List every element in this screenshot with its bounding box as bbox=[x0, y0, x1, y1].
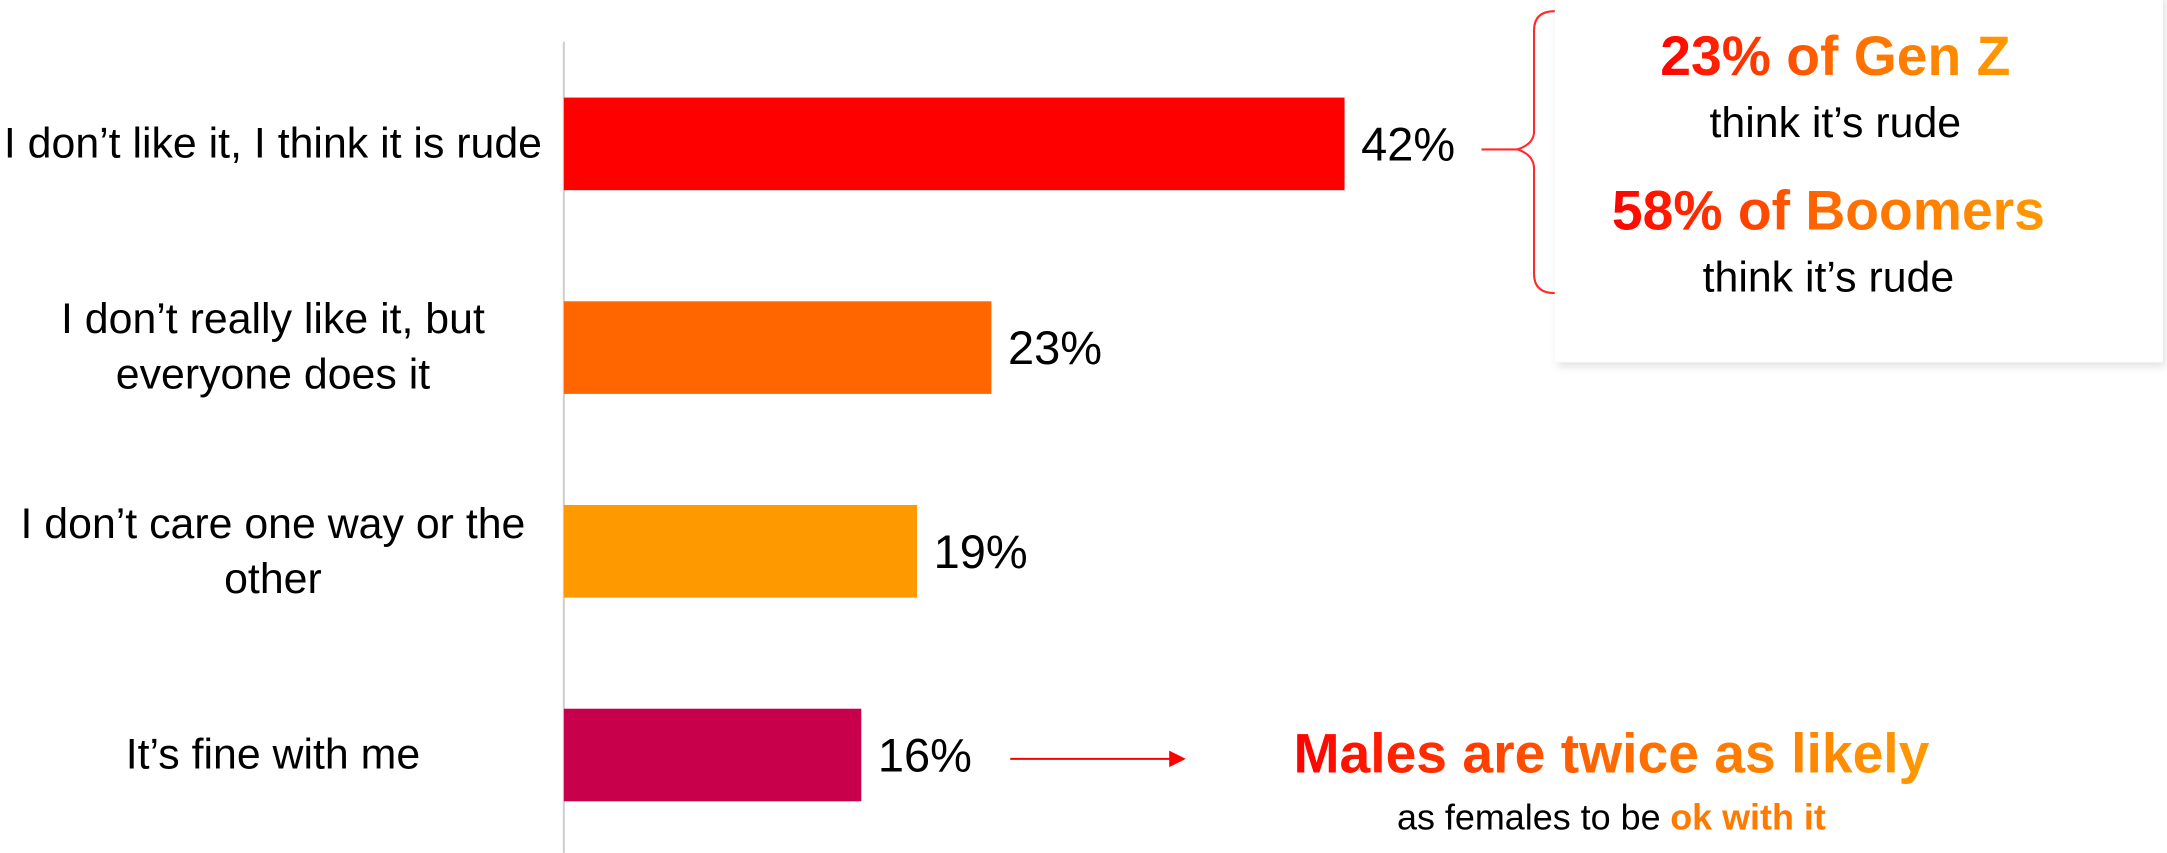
category-label: I don’t really like it, but everyone doe… bbox=[61, 295, 485, 399]
note-text: as females to be ok with it bbox=[1397, 796, 1826, 837]
category-label-box: I don’t like it, I think it is rude bbox=[3, 119, 543, 168]
callout-box bbox=[1554, 0, 2163, 363]
callout-text: think it’s rude bbox=[1703, 254, 1955, 302]
value-label: 16% bbox=[878, 729, 972, 782]
bar bbox=[563, 97, 1345, 191]
category-label: I don’t care one way or the other bbox=[20, 498, 526, 603]
note-highlight: ok with it bbox=[1670, 796, 1826, 837]
brace bbox=[1481, 10, 1555, 295]
callout-text: think it’s rude bbox=[1710, 99, 1962, 147]
value-label: 23% bbox=[1008, 321, 1102, 374]
category-label-box: It’s fine with me bbox=[125, 730, 421, 779]
bar bbox=[563, 301, 992, 394]
bar bbox=[563, 708, 862, 802]
note-text-part: as females to be bbox=[1397, 796, 1661, 837]
bar bbox=[563, 504, 918, 598]
category-label: I don’t like it, I think it is rude bbox=[3, 119, 543, 168]
arrow-head bbox=[1169, 750, 1186, 768]
value-label: 19% bbox=[934, 525, 1028, 578]
callout-headline: 23% of Gen Z bbox=[1660, 25, 2010, 87]
value-label: 42% bbox=[1361, 117, 1455, 170]
category-label-box: I don’t care one way or the other bbox=[20, 498, 526, 603]
callout-headline: 58% of Boomers bbox=[1612, 180, 2045, 242]
note-headline: Males are twice as likely bbox=[1293, 723, 1929, 785]
category-label-box: I don’t really like it, but everyone doe… bbox=[61, 295, 485, 399]
category-label: It’s fine with me bbox=[125, 730, 421, 779]
